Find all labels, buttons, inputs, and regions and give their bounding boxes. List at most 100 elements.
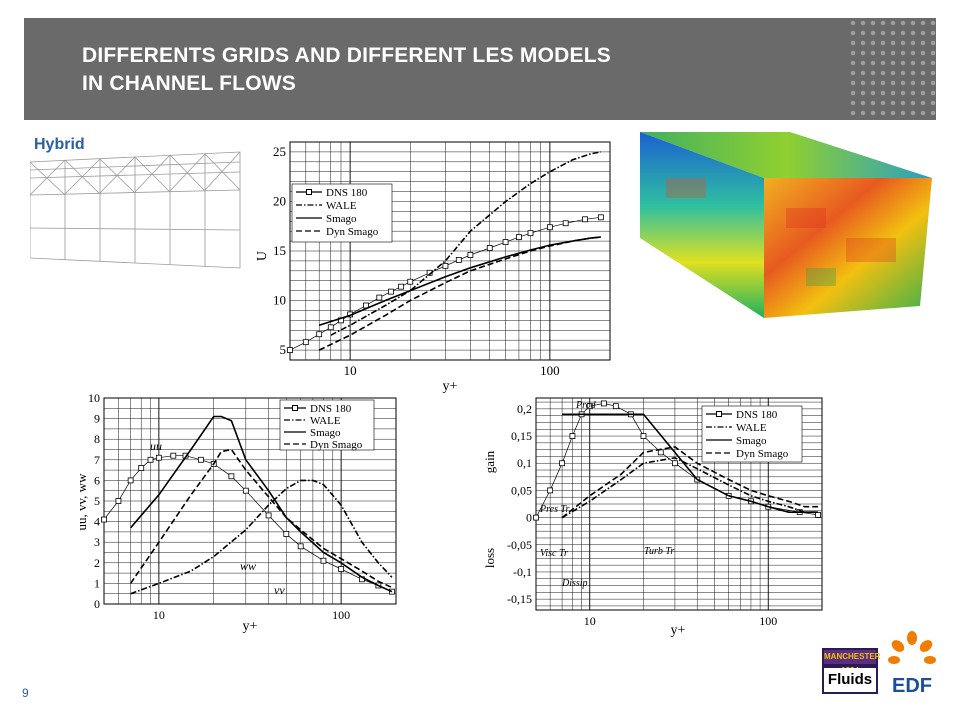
slide-title: DIFFERENTS GRIDS AND DIFFERENT LES MODEL… (82, 42, 611, 98)
legend-label: WALE (310, 415, 341, 427)
data-point (502, 239, 509, 245)
hybrid-mesh-image (30, 151, 241, 269)
y-tick-label: -0,05 (507, 538, 532, 552)
annotation-visc-tr: Visc Tr (540, 548, 568, 559)
data-point (388, 288, 394, 295)
data-point (302, 339, 309, 346)
series-line-dyn-smago (561, 446, 818, 519)
y-tick-label: 0,2 (517, 402, 532, 416)
legend-label: DNS 180 (310, 403, 352, 415)
legend-label: Dyn Smago (326, 226, 379, 238)
data-point (320, 557, 327, 564)
title-bar: DIFFERENTS GRIDS AND DIFFERENT LES MODEL… (24, 18, 936, 120)
data-point (197, 456, 204, 463)
manchester-fluids-logo: MANCHESTER 1824 Fluids (822, 648, 880, 694)
data-point (672, 460, 678, 467)
legend-label: Smago (310, 427, 341, 439)
data-point (389, 588, 395, 595)
data-point (582, 216, 588, 223)
data-point (407, 278, 414, 285)
annotation-pres-tr: Pres Tr (539, 504, 569, 515)
data-point (546, 224, 553, 231)
x-tick-label: 100 (332, 608, 350, 622)
data-point (265, 512, 272, 519)
y-tick-label: 1 (94, 576, 100, 590)
edf-logo: EDF (888, 631, 936, 696)
data-point (170, 452, 177, 459)
y-tick-label: 4 (94, 515, 100, 529)
annotation-dissip: Dissip (561, 578, 588, 589)
series-line-dyn-smago (318, 236, 601, 351)
legend-marker (292, 405, 298, 411)
data-point (600, 400, 607, 407)
x-tick-label: 10 (344, 363, 357, 378)
data-point (547, 487, 554, 494)
legend-label: WALE (736, 422, 767, 434)
slide-title-line2: IN CHANNEL FLOWS (82, 72, 296, 95)
legend-label: Smago (326, 213, 357, 225)
data-point (376, 294, 383, 301)
data-point (297, 543, 304, 550)
data-point (467, 252, 474, 258)
y-tick-label: 5 (94, 494, 100, 508)
data-point (486, 245, 493, 251)
annotation-uu: uu (150, 439, 162, 453)
x-tick-label: 100 (759, 614, 777, 628)
data-point (562, 220, 569, 227)
series-line-smago (562, 413, 818, 513)
y-tick-label: -0,15 (507, 592, 532, 606)
data-point (327, 324, 334, 331)
manchester-logo-bottom: Fluids (824, 668, 876, 692)
manchester-logo-top: MANCHESTER 1824 (824, 650, 880, 675)
y-tick-label: 15 (273, 243, 286, 258)
legend-label: Dyn Smago (736, 448, 789, 460)
y-tick-label: 9 (94, 412, 100, 426)
edf-logo-text: EDF (892, 675, 932, 696)
series-line-dyn-smago (129, 448, 393, 589)
data-point (516, 234, 522, 241)
data-point (527, 230, 534, 237)
data-point (569, 433, 576, 439)
x-axis-label: y+ (671, 623, 686, 638)
data-point (533, 514, 539, 521)
y-tick-label: 2 (94, 556, 100, 570)
y-tick-label: 0,1 (517, 456, 532, 470)
y-tick-label: 0,05 (511, 483, 532, 497)
data-point (815, 511, 821, 518)
decorative-dot-pattern (848, 18, 936, 120)
x-tick-label: 10 (584, 614, 596, 628)
data-point (442, 262, 449, 269)
series-line-wale (130, 479, 393, 595)
y-tick-label: 6 (94, 473, 100, 487)
legend-label: Smago (736, 435, 767, 447)
y-axis-label-gain: gain (482, 450, 497, 473)
data-point (283, 531, 290, 537)
y-axis-label: uu, vv, ww (74, 473, 89, 531)
y-tick-label: 0 (526, 511, 532, 525)
legend-label: WALE (326, 200, 357, 212)
y-tick-label: 0 (94, 597, 100, 611)
x-axis-label: y+ (243, 619, 258, 634)
data-point (597, 214, 604, 221)
data-point (115, 498, 122, 504)
y-tick-label: 10 (273, 293, 286, 308)
chart-energy-budget: 0,2 0,15 0,1 0,05 0 -0,05 -0,1 -0,15 10 100 DNS 1… (482, 397, 823, 638)
series-line-wale (330, 151, 602, 336)
data-point (127, 477, 134, 484)
y-tick-label: -0,1 (513, 565, 532, 579)
data-point (559, 460, 565, 467)
data-point (455, 257, 462, 263)
annotation-prod: Prod (575, 400, 597, 411)
y-axis-label: U (255, 251, 270, 261)
annotation-turb-tr: Turb Tr (644, 546, 674, 557)
x-axis-label: y+ (443, 379, 458, 394)
legend-marker (306, 189, 312, 195)
data-point (101, 516, 107, 523)
annotation-ww: ww (240, 559, 256, 573)
page-number: 9 (22, 686, 29, 700)
y-tick-label: 0,15 (511, 429, 532, 443)
